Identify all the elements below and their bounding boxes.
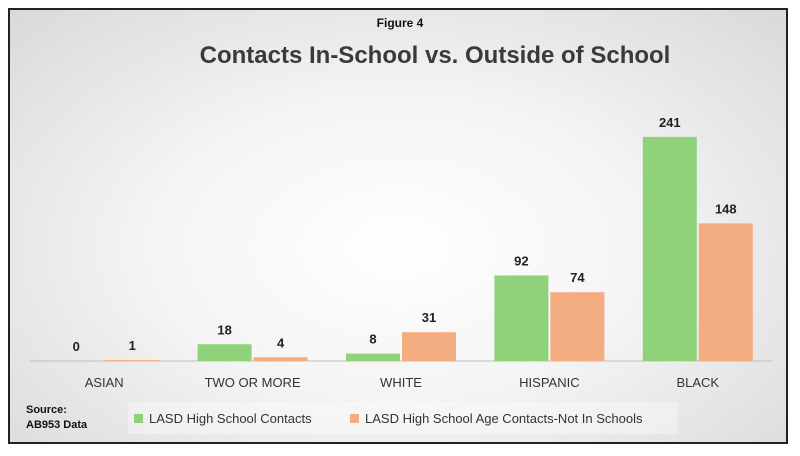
data-label: 8 — [369, 332, 376, 347]
data-label: 31 — [422, 310, 436, 325]
data-label: 92 — [514, 253, 528, 268]
bar-white-series2 — [402, 332, 456, 361]
data-label: 4 — [277, 335, 285, 350]
data-label: 18 — [217, 322, 231, 337]
source-value: AB953 Data — [26, 419, 88, 431]
bar-white-series1 — [346, 353, 400, 361]
source-label: Source: — [26, 404, 67, 416]
legend-swatch-series2 — [350, 414, 359, 423]
bar-black-series1 — [642, 136, 697, 361]
data-label: 0 — [73, 339, 80, 354]
bar-hispanic-series2 — [550, 292, 605, 361]
legend: LASD High School Contacts LASD High Scho… — [128, 402, 678, 434]
legend-item-series2: LASD High School Age Contacts-Not In Sch… — [350, 411, 642, 426]
x-tick-label: WHITE — [380, 375, 422, 390]
bar-asian-series2 — [105, 360, 160, 361]
x-tick-label: HISPANIC — [519, 375, 579, 390]
legend-swatch-series1 — [134, 414, 143, 423]
data-label: 74 — [570, 270, 585, 285]
chart-title: Contacts In-School vs. Outside of School — [199, 42, 671, 69]
bar-hispanic-series1 — [494, 275, 549, 361]
bar-two-or-more-series1 — [197, 344, 252, 361]
legend-label-series1: LASD High School Contacts — [149, 411, 312, 426]
figure-label: Figure 4 — [376, 16, 424, 30]
data-label: 148 — [715, 201, 737, 216]
x-tick-label: TWO OR MORE — [205, 375, 301, 390]
legend-label-series2: LASD High School Age Contacts-Not In Sch… — [365, 411, 643, 426]
legend-item-series1: LASD High School Contacts — [134, 411, 312, 426]
x-tick-label: BLACK — [676, 375, 719, 390]
data-label: 1 — [129, 338, 136, 353]
x-tick-label: ASIAN — [85, 375, 124, 390]
data-label: 241 — [659, 115, 681, 130]
bar-black-series2 — [698, 223, 753, 361]
bar-two-or-more-series2 — [253, 357, 308, 361]
